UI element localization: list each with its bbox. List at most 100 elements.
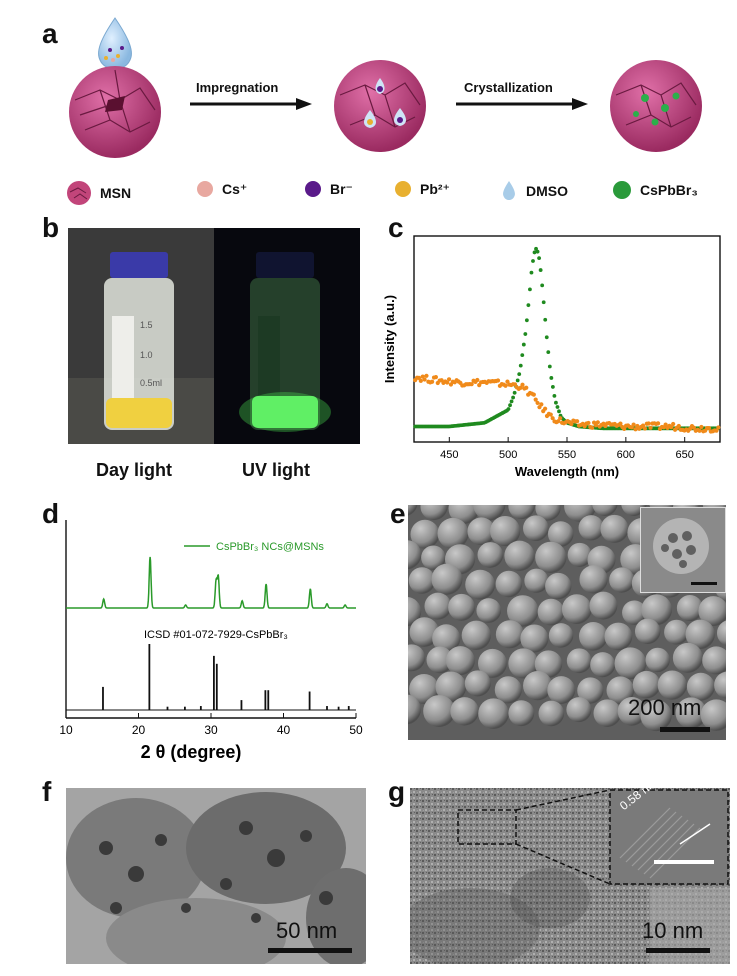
chart-c-point bbox=[511, 395, 515, 400]
chart-c-point bbox=[524, 318, 529, 323]
sem-particle bbox=[645, 647, 670, 673]
chart-c-point bbox=[538, 268, 543, 272]
sem-particle bbox=[617, 697, 647, 726]
vial-mark-1.5: 1.5 bbox=[140, 320, 153, 330]
sem-particle bbox=[641, 594, 672, 626]
sem-particle bbox=[504, 540, 535, 571]
sem-particle bbox=[578, 515, 604, 541]
chart-c-point bbox=[586, 420, 591, 426]
arrow-crystallization bbox=[456, 98, 588, 110]
chart-c-point bbox=[528, 287, 532, 292]
sem-particle bbox=[450, 697, 479, 726]
chart-c-tick-label-600: 600 bbox=[617, 449, 635, 461]
sem-particle bbox=[465, 569, 496, 600]
chart-c-point bbox=[495, 378, 501, 383]
chart-c-point bbox=[509, 399, 514, 404]
chart-c-point bbox=[533, 397, 538, 402]
chart-c-point bbox=[512, 390, 517, 395]
sem-particle bbox=[426, 646, 454, 674]
sem-particle bbox=[420, 505, 448, 521]
sem-particle bbox=[545, 572, 572, 600]
chart-c-point bbox=[669, 425, 674, 430]
chart-c-point bbox=[550, 416, 555, 421]
chart-c-point bbox=[424, 373, 429, 378]
chart-c-point bbox=[469, 382, 474, 387]
chart-c-point bbox=[543, 317, 548, 322]
tem-image-g: 0.58 nm 10 nm bbox=[410, 788, 730, 964]
sem-particle bbox=[686, 672, 715, 701]
sem-particle bbox=[490, 516, 521, 547]
chart-c-point bbox=[517, 372, 522, 377]
chart-c-point bbox=[523, 332, 528, 336]
chart-c-point bbox=[540, 283, 545, 288]
chart-c-point bbox=[506, 407, 511, 411]
sem-particle bbox=[477, 648, 507, 678]
dmso-drop-icon bbox=[98, 17, 132, 70]
msn-sphere-2 bbox=[334, 60, 426, 152]
chart-c-point bbox=[505, 379, 510, 384]
chart-d-tick-label-30: 30 bbox=[204, 723, 218, 737]
sem-particle bbox=[408, 540, 422, 570]
sem-particle bbox=[508, 648, 539, 679]
panel-label-e: e bbox=[390, 498, 406, 529]
chart-c-point bbox=[526, 303, 531, 308]
chart-c-point bbox=[541, 300, 546, 305]
chart-c-point bbox=[539, 402, 544, 407]
step-impregnation-label: Impregnation bbox=[196, 80, 279, 95]
panel-label-g: g bbox=[388, 776, 406, 807]
chart-c-point bbox=[593, 423, 599, 428]
msn-sphere-3 bbox=[610, 60, 702, 152]
chart-c-point bbox=[520, 382, 525, 387]
sem-particle bbox=[408, 644, 426, 672]
chart-c-point bbox=[416, 375, 422, 380]
chart-c-point bbox=[697, 428, 702, 433]
sem-particle bbox=[461, 620, 491, 650]
sem-scalebar bbox=[660, 727, 710, 732]
sem-scalebar-label: 200 nm bbox=[628, 695, 702, 720]
sem-particle bbox=[698, 596, 726, 626]
chart-c-point bbox=[532, 250, 537, 255]
chart-c-point bbox=[618, 421, 623, 426]
tem-g-scalebar-label: 10 nm bbox=[642, 918, 704, 943]
chart-c-point bbox=[537, 256, 542, 261]
chart-c-point bbox=[430, 379, 435, 384]
chart-c-point bbox=[446, 377, 452, 382]
sem-particle bbox=[473, 505, 506, 521]
caption-uv-light: UV light bbox=[242, 460, 310, 480]
chart-c-point bbox=[535, 400, 540, 406]
chart-c-point bbox=[475, 377, 480, 383]
pl-absorption-chart: 450 500 550 600 650 Wavelength (nm) Intensity … bbox=[382, 235, 721, 479]
sem-particle bbox=[409, 674, 439, 704]
chart-d-tick-label-10: 10 bbox=[59, 723, 73, 737]
sem-particle bbox=[676, 595, 703, 622]
sem-particle bbox=[432, 624, 461, 653]
sem-particle bbox=[448, 593, 475, 621]
chart-c-point bbox=[714, 428, 719, 433]
chart-c-point bbox=[549, 376, 554, 380]
pb-ion-icon bbox=[395, 181, 411, 197]
sem-particle bbox=[478, 698, 509, 729]
sem-particle bbox=[604, 622, 633, 651]
step-crystallization-label: Crystallization bbox=[464, 80, 553, 95]
chart-c-point bbox=[646, 421, 651, 426]
sem-particle bbox=[589, 591, 618, 620]
chart-c-tick-label-500: 500 bbox=[499, 449, 517, 461]
chart-c-point bbox=[557, 409, 561, 414]
chart-d-pattern-line bbox=[66, 556, 356, 609]
chart-c-point bbox=[433, 375, 438, 380]
sem-particle bbox=[547, 676, 576, 704]
tem-image-f: 50 nm bbox=[66, 788, 366, 964]
chart-c-point bbox=[556, 419, 561, 424]
sem-particle bbox=[534, 650, 563, 678]
sem-particle bbox=[672, 642, 703, 673]
chart-d-xlabel: 2 θ (degree) bbox=[141, 742, 242, 762]
sem-particle bbox=[507, 595, 539, 627]
chart-c-point bbox=[552, 393, 557, 398]
chart-c-point bbox=[558, 416, 563, 421]
sem-particle bbox=[664, 619, 689, 645]
chart-c-point bbox=[515, 378, 520, 383]
arrow-impregnation bbox=[190, 98, 312, 110]
sem-particle bbox=[579, 621, 608, 651]
chart-c-point bbox=[671, 421, 676, 427]
sem-particle bbox=[675, 697, 707, 729]
